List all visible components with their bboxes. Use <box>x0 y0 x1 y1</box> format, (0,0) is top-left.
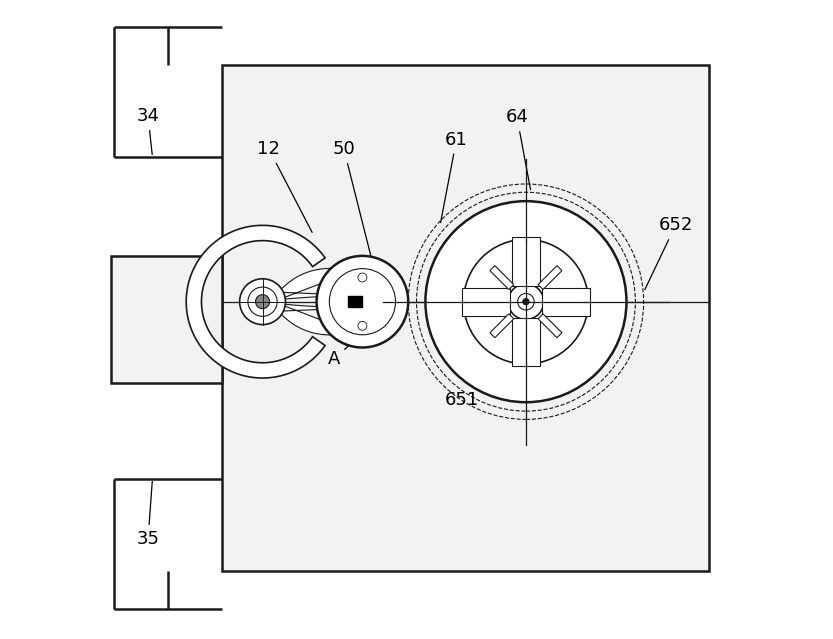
Polygon shape <box>187 226 325 378</box>
Text: A: A <box>327 339 357 368</box>
Circle shape <box>517 293 534 310</box>
Text: 34: 34 <box>137 107 160 155</box>
Polygon shape <box>278 304 353 335</box>
Circle shape <box>248 287 277 316</box>
Polygon shape <box>278 268 353 300</box>
Text: 652: 652 <box>645 217 692 289</box>
Polygon shape <box>512 318 540 366</box>
Bar <box>222 65 709 571</box>
Polygon shape <box>541 288 591 316</box>
Text: 651: 651 <box>445 383 489 410</box>
Circle shape <box>256 295 270 309</box>
Circle shape <box>464 240 588 364</box>
Bar <box>348 296 362 307</box>
Text: 50: 50 <box>332 140 372 258</box>
Circle shape <box>240 279 286 325</box>
Polygon shape <box>490 314 514 337</box>
Circle shape <box>317 256 408 348</box>
Polygon shape <box>538 314 562 337</box>
Circle shape <box>358 321 367 330</box>
Circle shape <box>358 273 367 282</box>
Text: 12: 12 <box>257 140 312 233</box>
Polygon shape <box>461 288 510 316</box>
Polygon shape <box>490 266 514 289</box>
Polygon shape <box>538 266 562 289</box>
Circle shape <box>426 201 626 402</box>
Polygon shape <box>512 238 540 286</box>
Circle shape <box>508 284 544 320</box>
Text: 64: 64 <box>506 108 531 190</box>
Circle shape <box>523 298 529 305</box>
Circle shape <box>329 268 396 335</box>
Bar <box>111 256 222 383</box>
Text: 61: 61 <box>441 130 468 222</box>
Text: 35: 35 <box>137 481 160 548</box>
